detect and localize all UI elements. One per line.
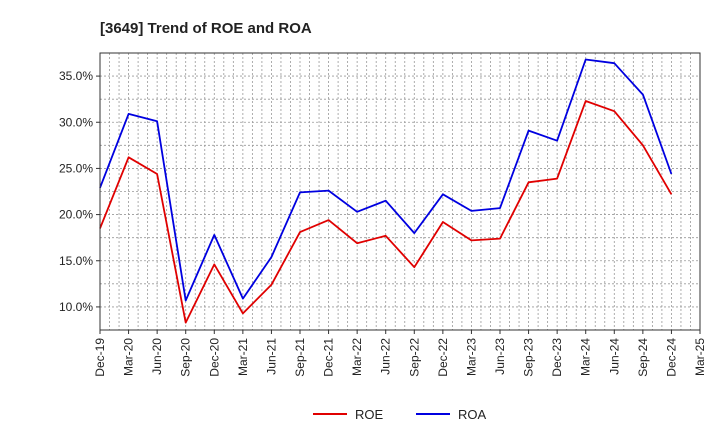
x-tick-label: Jun-24: [607, 338, 621, 375]
y-tick-label: 20.0%: [59, 208, 93, 222]
y-tick-label: 10.0%: [59, 300, 93, 314]
y-axis: 10.0% 15.0% 20.0% 25.0% 30.0% 35.0%: [59, 69, 100, 314]
legend-label-roa: ROA: [458, 407, 487, 422]
x-tick-label: Mar-21: [236, 338, 250, 376]
series-line-roe: [99, 100, 673, 324]
x-tick-label: Jun-22: [379, 338, 393, 375]
x-tick-label: Dec-24: [664, 338, 678, 377]
x-tick-label: Mar-20: [122, 338, 136, 376]
grid: [100, 53, 700, 330]
chart-title: [3649] Trend of ROE and ROA: [100, 20, 312, 37]
y-tick-label: 30.0%: [59, 115, 93, 129]
x-tick-label: Jun-21: [264, 338, 278, 375]
series-line-roa: [99, 58, 673, 302]
x-tick-label: Dec-19: [93, 338, 107, 377]
x-tick-label: Sep-24: [636, 338, 650, 377]
x-tick-label: Mar-24: [579, 338, 593, 376]
x-tick-label: Jun-23: [493, 338, 507, 375]
x-tick-label: Mar-22: [350, 338, 364, 376]
y-tick-label: 25.0%: [59, 161, 93, 175]
plot-frame: [99, 52, 701, 331]
y-tick-label: 15.0%: [59, 254, 93, 268]
x-tick-label: Dec-23: [550, 338, 564, 377]
legend: ROE ROA: [313, 407, 487, 422]
series-layer: [99, 58, 673, 324]
x-axis: Dec-19 Mar-20 Jun-20 Sep-20 Dec-20 Mar-21 Jun-…: [93, 330, 707, 377]
x-tick-label: Dec-22: [436, 338, 450, 377]
x-tick-label: Sep-21: [293, 338, 307, 377]
x-tick-label: Mar-25: [693, 338, 707, 376]
x-tick-label: Jun-20: [150, 338, 164, 375]
x-tick-label: Sep-20: [179, 338, 193, 377]
legend-label-roe: ROE: [355, 407, 384, 422]
x-tick-label: Dec-21: [322, 338, 336, 377]
y-tick-label: 35.0%: [59, 69, 93, 83]
x-tick-label: Mar-23: [464, 338, 478, 376]
x-tick-label: Sep-22: [407, 338, 421, 377]
x-tick-label: Dec-20: [207, 338, 221, 377]
x-tick-label: Sep-23: [522, 338, 536, 377]
